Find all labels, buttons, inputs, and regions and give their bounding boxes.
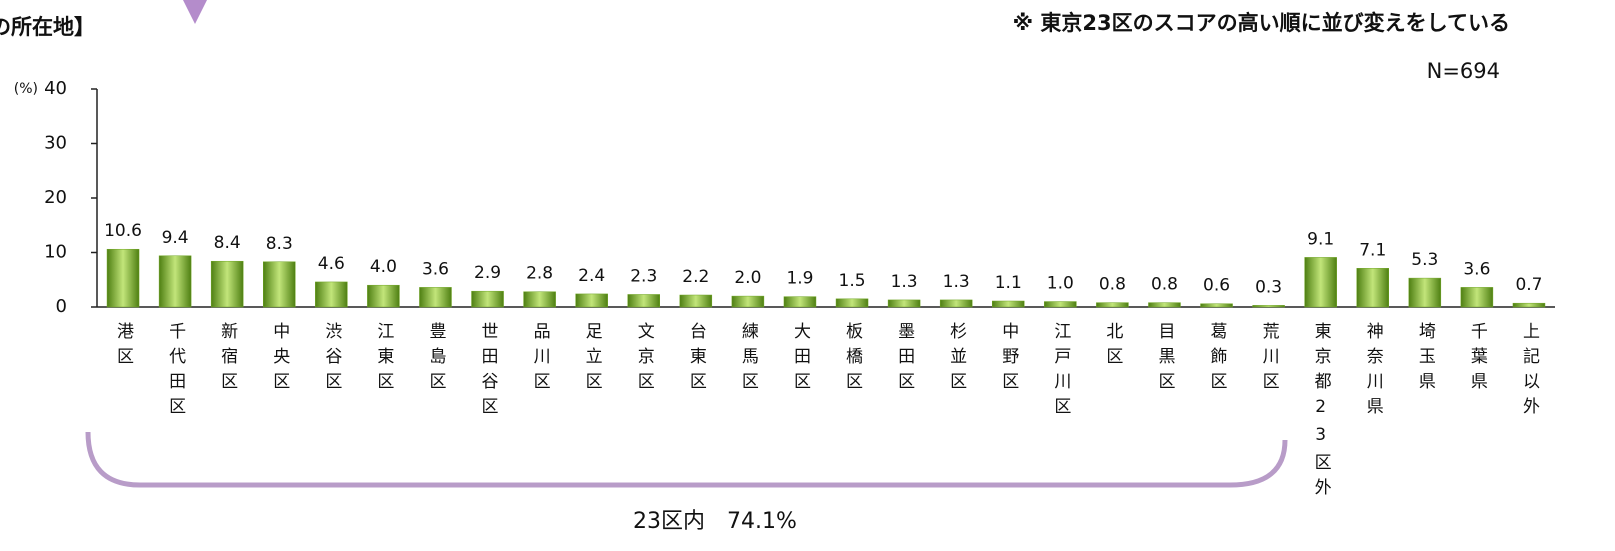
bar — [1096, 302, 1129, 308]
category-label: 杉並区 — [946, 322, 967, 397]
bar — [263, 261, 296, 308]
value-label: 2.0 — [734, 268, 761, 288]
category-label: 豊島区 — [425, 322, 446, 397]
bar — [315, 281, 348, 308]
bar — [992, 300, 1025, 308]
note: ※ 東京23区のスコアの高い順に並び変えをしている — [1013, 11, 1510, 35]
bar — [939, 299, 973, 308]
bar — [783, 296, 817, 308]
bar — [887, 299, 921, 308]
value-label: 2.3 — [630, 266, 657, 286]
y-tick-label: 20 — [44, 187, 67, 208]
value-label: 1.3 — [943, 272, 970, 292]
category-label: 目黒区 — [1154, 322, 1175, 397]
category-label: 北区 — [1102, 322, 1123, 372]
value-label: 9.4 — [162, 228, 189, 248]
value-label: 3.6 — [1463, 259, 1490, 279]
value-label: 2.4 — [578, 266, 605, 286]
category-label: 千葉県 — [1467, 322, 1488, 397]
category-label: 台東区 — [686, 322, 707, 397]
value-label: 0.8 — [1099, 275, 1126, 295]
category-label: 上記以外 — [1519, 322, 1540, 422]
category-label: 品川区 — [530, 322, 551, 397]
y-tick-label: 30 — [44, 133, 67, 154]
bar — [367, 284, 400, 308]
category-label: 江戸川区 — [1050, 322, 1071, 422]
value-label: 3.6 — [422, 259, 449, 279]
value-label: 8.3 — [266, 234, 293, 254]
annotation: 23区内 74.1% — [633, 509, 797, 534]
y-axis-label: (%) — [14, 81, 38, 97]
y-tick-label: 10 — [44, 242, 67, 263]
bar — [1460, 287, 1494, 308]
value-label: 1.1 — [995, 273, 1022, 293]
bar — [419, 287, 452, 308]
value-label: 4.6 — [318, 254, 345, 274]
value-label: 1.9 — [786, 269, 813, 289]
category-label: 神奈川県 — [1363, 322, 1384, 422]
bar — [1356, 268, 1389, 308]
bar — [1044, 301, 1077, 308]
category-label: 東京都23区外 — [1311, 322, 1332, 503]
value-label: 2.8 — [526, 264, 553, 284]
value-label: 4.0 — [370, 257, 397, 277]
category-label: 世田谷区 — [478, 322, 499, 422]
category-label: 板橋区 — [842, 322, 863, 397]
bar — [731, 295, 765, 308]
value-label: 0.7 — [1515, 275, 1542, 295]
bar — [1304, 257, 1337, 308]
n-label: N=694 — [1427, 59, 1500, 83]
category-label: 荒川区 — [1259, 322, 1280, 397]
bar — [210, 260, 244, 308]
category-label: 足立区 — [582, 322, 603, 397]
category-label: 千代田区 — [165, 322, 186, 422]
category-label: 墨田区 — [894, 322, 915, 397]
value-label: 9.1 — [1307, 229, 1334, 249]
bar — [1408, 277, 1442, 308]
bar — [627, 294, 660, 308]
value-label: 0.8 — [1151, 275, 1178, 295]
value-label: 2.2 — [682, 267, 709, 287]
value-label: 1.0 — [1047, 274, 1074, 294]
value-label: 5.3 — [1411, 250, 1438, 270]
category-label: 中央区 — [269, 322, 290, 397]
category-label: 埼玉県 — [1415, 322, 1436, 397]
value-label: 1.5 — [839, 271, 866, 291]
category-label: 練馬区 — [738, 322, 759, 397]
category-label: 大田区 — [790, 322, 811, 397]
bar — [523, 291, 556, 308]
bar — [1200, 303, 1233, 308]
category-label: 新宿区 — [217, 322, 238, 397]
value-label: 10.6 — [104, 221, 142, 241]
value-label: 8.4 — [214, 233, 241, 253]
bar — [575, 293, 608, 308]
page-title: の所在地】 — [0, 15, 95, 39]
category-label: 港区 — [113, 322, 133, 372]
bar — [1148, 302, 1181, 308]
category-label: 中野区 — [998, 322, 1019, 397]
bar — [1512, 302, 1546, 308]
category-label: 葛飾区 — [1207, 322, 1228, 397]
value-label: 7.1 — [1359, 240, 1386, 260]
bar — [1252, 305, 1285, 308]
value-label: 0.6 — [1203, 276, 1230, 296]
bracket — [85, 431, 1288, 488]
value-label: 2.9 — [474, 263, 501, 283]
value-label: 1.3 — [891, 272, 918, 292]
bar — [158, 255, 192, 308]
y-tick-label: 0 — [56, 296, 67, 317]
bar — [835, 298, 869, 308]
bar — [471, 290, 504, 308]
category-label: 文京区 — [634, 322, 655, 397]
bar — [679, 294, 713, 308]
arrow — [183, 0, 207, 24]
y-tick-label: 40 — [44, 78, 67, 99]
category-label: 江東区 — [373, 322, 394, 397]
value-label: 0.3 — [1255, 277, 1282, 297]
category-label: 渋谷区 — [321, 322, 342, 397]
bar — [106, 248, 140, 308]
